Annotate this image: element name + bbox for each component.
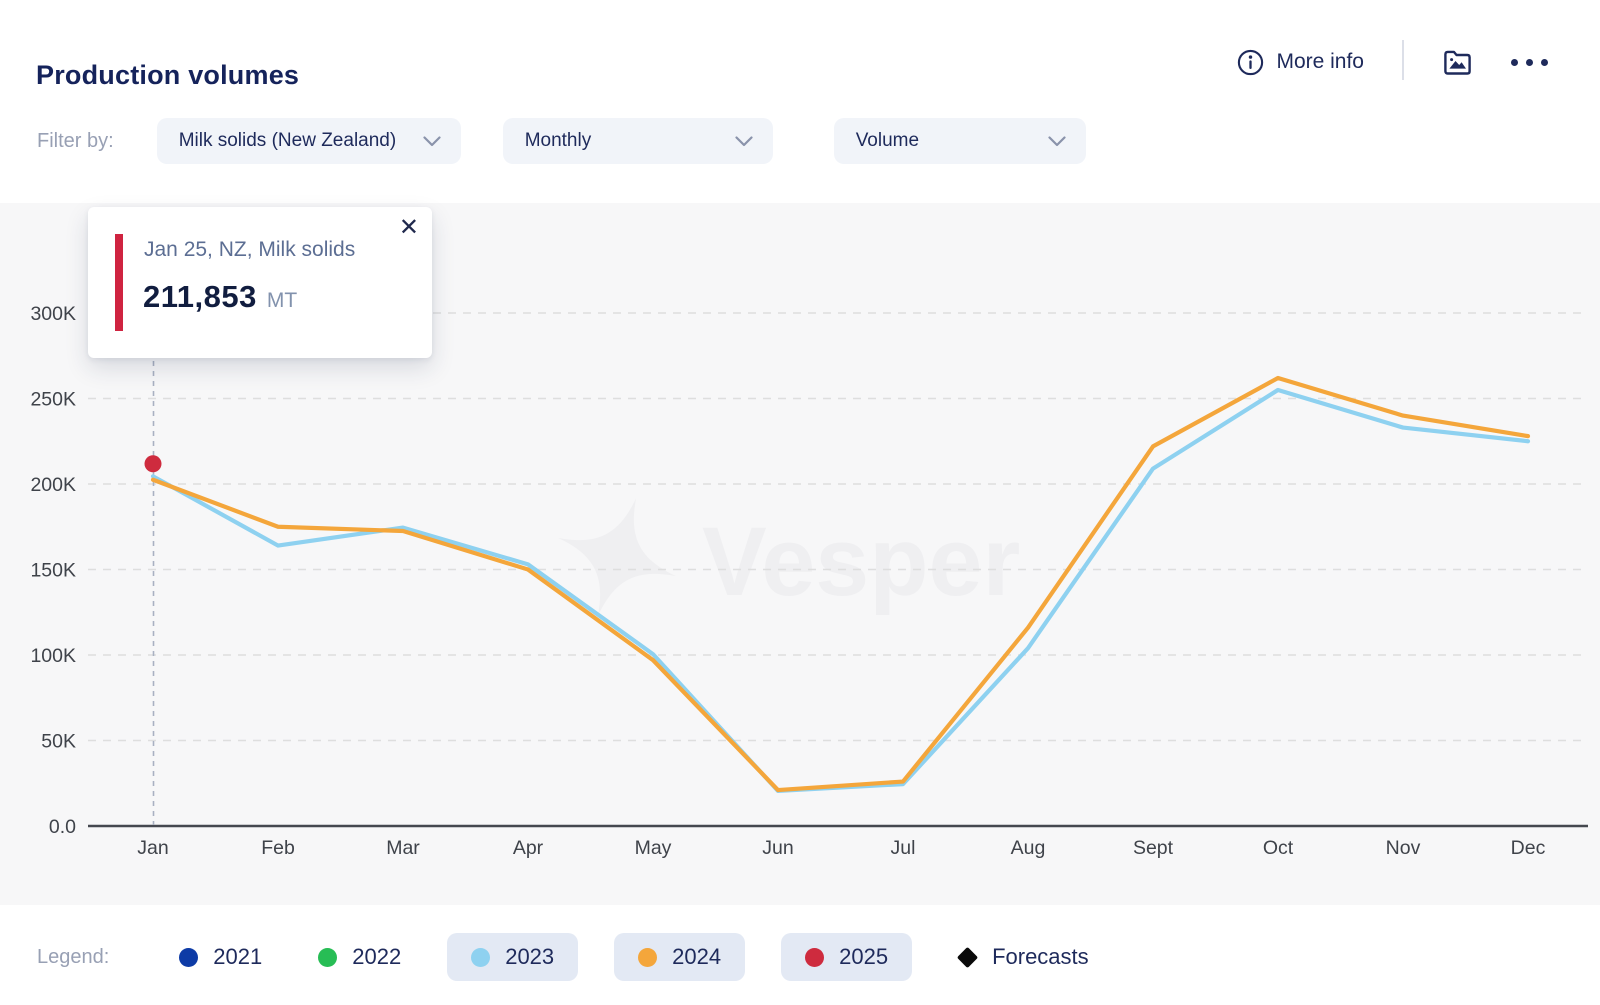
- x-axis-tick-label: Jun: [762, 837, 793, 859]
- legend-item-label: 2022: [352, 944, 402, 969]
- export-image-button[interactable]: [1442, 48, 1473, 76]
- header-actions: More info: [1237, 40, 1548, 80]
- legend-item-label: 2024: [672, 944, 722, 969]
- y-axis-tick-label: 0.0: [49, 816, 76, 838]
- metric-dropdown[interactable]: Volume: [833, 118, 1086, 164]
- x-axis-tick-label: Apr: [513, 837, 544, 859]
- y-axis-tick-label: 100K: [30, 645, 76, 667]
- x-axis-tick-label: Feb: [261, 837, 295, 859]
- header-divider: [1402, 40, 1404, 80]
- x-axis-tick-label: Mar: [386, 837, 420, 859]
- watermark-text: Vesper: [702, 507, 1020, 616]
- info-icon: [1238, 49, 1264, 75]
- legend-item-2025[interactable]: 2025: [781, 933, 913, 981]
- image-export-icon: [1444, 50, 1471, 75]
- more-options-button[interactable]: [1511, 58, 1548, 66]
- x-axis-tick-label: Nov: [1386, 837, 1421, 859]
- chevron-down-icon: [423, 135, 441, 146]
- filter-row: Filter by: Milk solids (New Zealand) Mon…: [37, 118, 1086, 164]
- legend-item-forecasts[interactable]: Forecasts: [948, 933, 1099, 981]
- x-axis-tick-label: Jan: [137, 837, 168, 859]
- tooltip-title: Jan 25, NZ, Milk solids: [144, 238, 356, 261]
- frequency-dropdown-value: Monthly: [524, 130, 592, 151]
- x-axis-tick-label: Jul: [891, 837, 916, 859]
- more-info-label: More info: [1276, 50, 1364, 73]
- legend-item-label: 2025: [839, 944, 889, 969]
- dot-icon: [1511, 58, 1518, 66]
- dot-icon: [1541, 58, 1548, 66]
- chart-area: Vesper 0.0 50K 100K 150K 200K 250K 300K Jan Feb Ma…: [0, 203, 1600, 905]
- legend-item-2021[interactable]: 2021: [169, 933, 272, 981]
- x-axis-tick-label: Oct: [1263, 837, 1294, 859]
- chevron-down-icon: [1048, 135, 1066, 146]
- series-color-dot: [471, 947, 491, 967]
- filter-by-label: Filter by:: [37, 129, 114, 152]
- legend-item-label: 2021: [213, 944, 263, 969]
- production-chart[interactable]: Vesper 0.0 50K 100K 150K 200K 250K 300K Jan Feb Ma…: [0, 203, 1600, 905]
- tooltip-accent-bar: [115, 234, 123, 331]
- legend-row: Legend: 2021 2022 2023 2024 2025 Forecasts: [37, 933, 1135, 981]
- series-line-2024[interactable]: [150, 375, 1531, 793]
- more-info-button[interactable]: More info: [1237, 49, 1364, 76]
- legend-items: 2021 2022 2023 2024 2025 Forecasts: [169, 933, 1134, 981]
- forecast-diamond-icon: [956, 946, 979, 968]
- tooltip-unit: MT: [266, 289, 298, 312]
- series-color-dot: [805, 947, 825, 967]
- product-dropdown-value: Milk solids (New Zealand): [178, 130, 397, 151]
- watermark-star-icon: [558, 498, 676, 616]
- metric-dropdown-value: Volume: [855, 130, 920, 151]
- legend-item-label: Forecasts: [992, 944, 1089, 969]
- legend-item-label: 2023: [505, 944, 555, 969]
- tooltip-value: 211,853: [143, 279, 257, 314]
- frequency-dropdown[interactable]: Monthly: [502, 118, 773, 164]
- chevron-down-icon: [735, 135, 753, 146]
- y-axis-tick-label: 150K: [30, 560, 76, 582]
- legend-label: Legend:: [37, 945, 110, 968]
- legend-item-2024[interactable]: 2024: [614, 933, 746, 981]
- x-axis-tick-label: Dec: [1511, 837, 1546, 859]
- series-color-dot: [179, 947, 199, 967]
- series-color-dot: [318, 947, 338, 967]
- product-dropdown[interactable]: Milk solids (New Zealand): [156, 118, 461, 164]
- y-axis-tick-label: 250K: [30, 389, 76, 411]
- legend-item-2023[interactable]: 2023: [447, 933, 579, 981]
- chart-tooltip: ✕ Jan 25, NZ, Milk solids 211,853 MT: [88, 207, 432, 358]
- x-axis-tick-label: May: [635, 837, 672, 859]
- y-axis-tick-label: 50K: [41, 731, 76, 753]
- vesper-watermark: Vesper: [558, 498, 1020, 616]
- page-title: Production volumes: [36, 60, 300, 91]
- data-point-2025[interactable]: [144, 455, 162, 473]
- dot-icon: [1526, 58, 1533, 66]
- legend-item-2022[interactable]: 2022: [308, 933, 411, 981]
- y-axis-tick-label: 200K: [30, 474, 76, 496]
- y-axis-tick-label: 300K: [30, 303, 76, 325]
- tooltip-close-icon[interactable]: ✕: [398, 214, 419, 241]
- x-axis-tick-label: Aug: [1011, 837, 1046, 859]
- series-color-dot: [638, 947, 658, 967]
- x-axis-tick-label: Sept: [1133, 837, 1174, 859]
